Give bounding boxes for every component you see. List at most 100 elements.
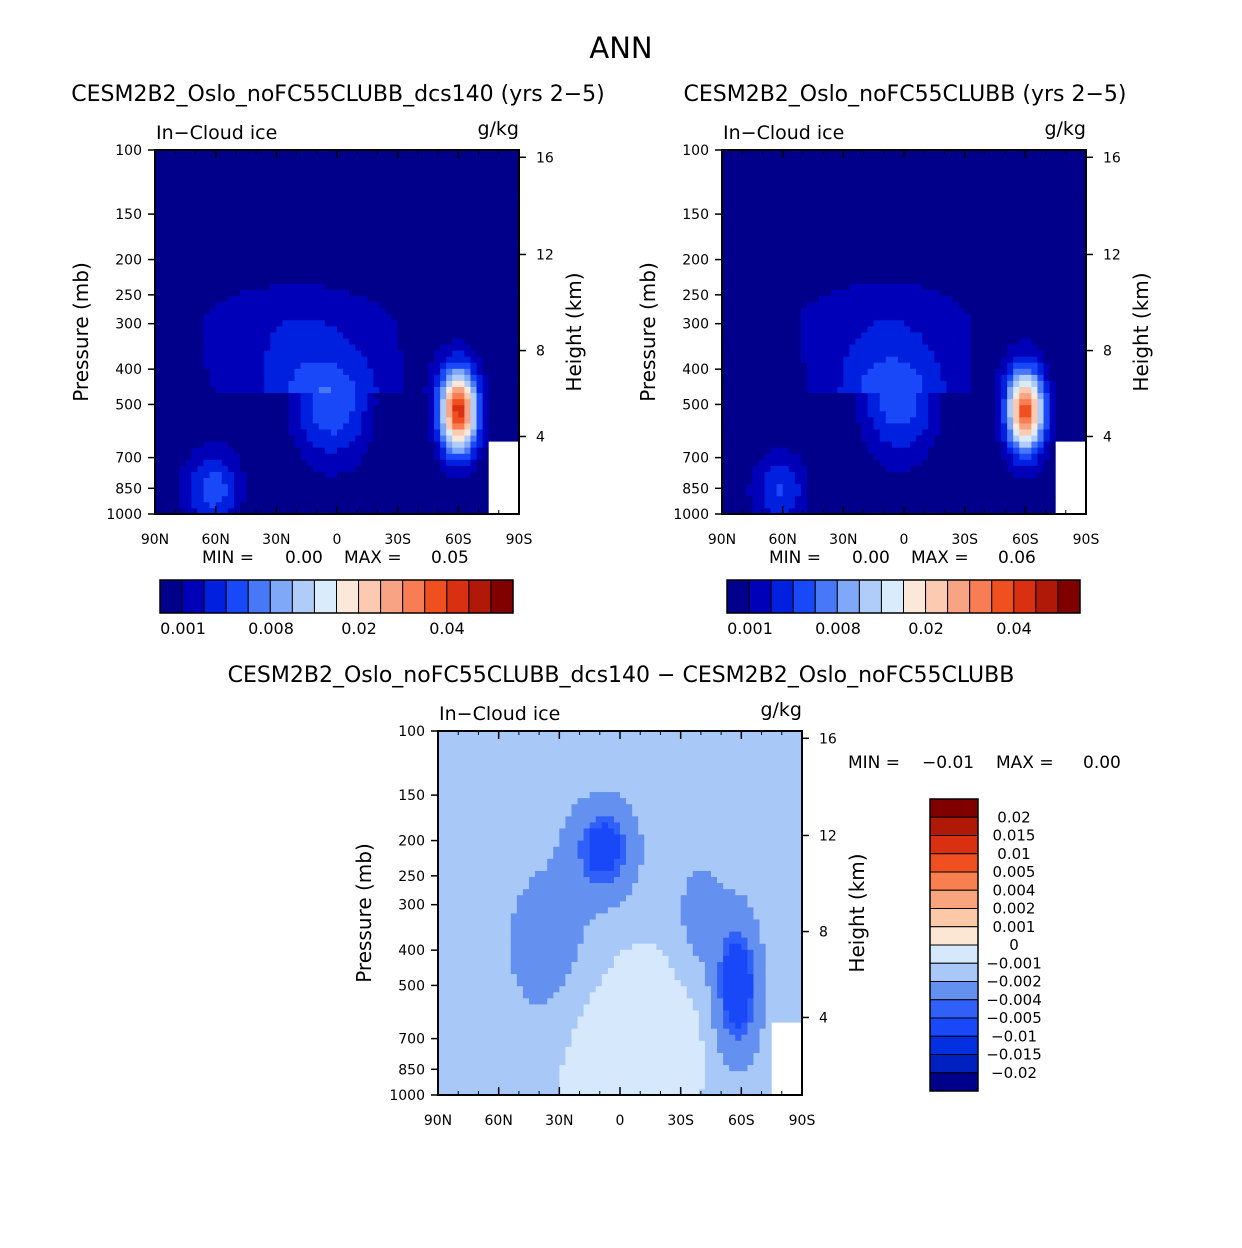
contour-cell [892,472,898,478]
contour-cell [288,399,294,405]
contour-cell [868,435,874,441]
contour-cell [204,344,210,350]
contour-cell [379,180,385,186]
contour-cell [898,387,904,393]
contour-cell [264,441,270,447]
contour-cell [995,435,1001,441]
contour-cell [307,283,313,289]
contour-cell [264,247,270,253]
contour-cell [204,459,210,465]
contour-cell [483,290,489,296]
contour-cell [728,417,734,423]
contour-cell [489,174,495,180]
contour-cell [264,429,270,435]
contour-cell [222,180,228,186]
contour-cell [240,314,246,320]
contour-cell [373,381,379,387]
contour-cell [355,362,361,368]
contour-cell [886,417,892,423]
contour-cell [331,350,337,356]
contour-cell [892,387,898,393]
contour-cell [452,362,458,368]
contour-cell [222,186,228,192]
contour-cell [1025,405,1031,411]
contour-cell [295,180,301,186]
contour-cell [489,399,495,405]
contour-cell [953,465,959,471]
contour-cell [295,211,301,217]
contour-cell [270,381,276,387]
contour-cell [276,302,282,308]
contour-cell [495,356,501,362]
contour-cell [501,308,507,314]
contour-cell [258,478,264,484]
contour-cell [483,459,489,465]
contour-cell [728,399,734,405]
contour-cell [234,199,240,205]
contour-cell [379,350,385,356]
contour-cell [983,447,989,453]
contour-cell [270,217,276,223]
contour-cell [216,162,222,168]
contour-cell [892,447,898,453]
contour-cell [325,472,331,478]
contour-cell [373,217,379,223]
contour-cell [252,435,258,441]
contour-cell [301,253,307,259]
contour-cell [264,362,270,368]
contour-cell [904,423,910,429]
contour-cell [452,478,458,484]
contour-cell [276,174,282,180]
contour-cell [843,387,849,393]
contour-cell [379,453,385,459]
contour-cell [191,308,197,314]
contour-cell [234,338,240,344]
contour-cell [301,223,307,229]
contour-cell [507,259,513,265]
y2-tick-label: 8 [536,344,545,360]
contour-cell [416,350,422,356]
contour-cell [258,296,264,302]
contour-cell [416,277,422,283]
contour-cell [989,502,995,508]
contour-cell [167,283,173,289]
contour-cell [404,435,410,441]
contour-cell [173,381,179,387]
contour-cell [361,265,367,271]
contour-cell [343,174,349,180]
contour-cell [301,459,307,465]
contour-cell [216,478,222,484]
x-tick-label: 30S [384,532,411,548]
contour-cell [386,277,392,283]
contour-cell [331,199,337,205]
contour-cell [916,484,922,490]
contour-cell [501,453,507,459]
contour-cell [777,496,783,502]
contour-cell [965,478,971,484]
contour-cell [416,496,422,502]
contour-cell [210,320,216,326]
contour-cell [440,381,446,387]
contour-cell [1013,405,1019,411]
contour-cell [898,411,904,417]
contour-cell [477,174,483,180]
contour-cell [161,241,167,247]
contour-cell [1013,490,1019,496]
y-tick-label: 850 [115,481,142,497]
contour-cell [228,271,234,277]
contour-cell [361,435,367,441]
contour-cell [349,447,355,453]
contour-cell [282,180,288,186]
contour-cell [501,235,507,241]
contour-cell [1074,453,1080,459]
contour-cell [276,314,282,320]
contour-cell [367,253,373,259]
contour-cell [258,174,264,180]
contour-cell [343,338,349,344]
contour-cell [422,247,428,253]
contour-cell [367,180,373,186]
contour-cell [910,441,916,447]
contour-cell [458,302,464,308]
contour-cell [355,296,361,302]
contour-cell [307,162,313,168]
